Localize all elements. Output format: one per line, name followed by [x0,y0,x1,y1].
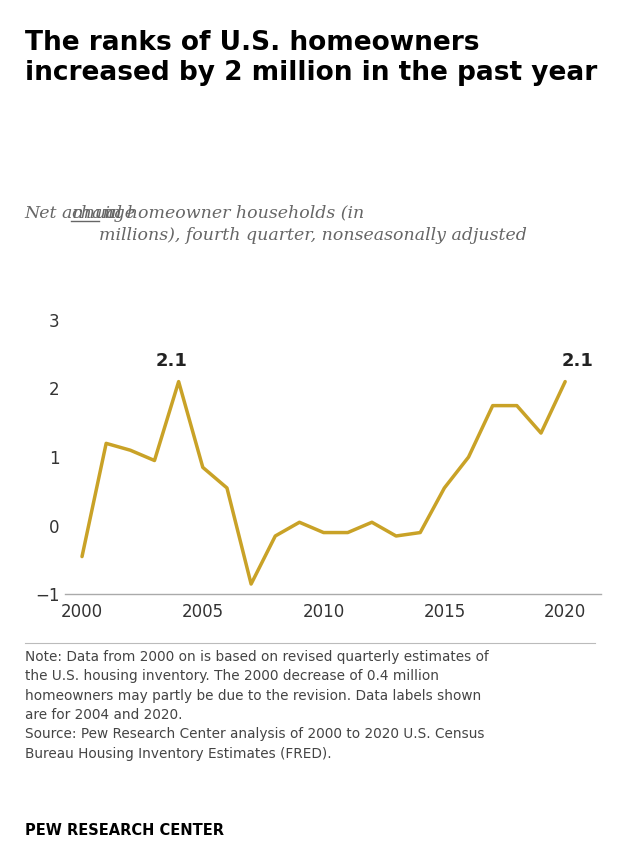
Text: in homeowner households (in
millions), fourth quarter, nonseasonally adjusted: in homeowner households (in millions), f… [99,205,527,244]
Text: The ranks of U.S. homeowners
increased by 2 million in the past year: The ranks of U.S. homeowners increased b… [25,30,597,87]
Text: Note: Data from 2000 on is based on revised quarterly estimates of
the U.S. hous: Note: Data from 2000 on is based on revi… [25,650,489,760]
Text: PEW RESEARCH CENTER: PEW RESEARCH CENTER [25,823,224,838]
Text: 2.1: 2.1 [561,352,593,370]
Text: 2.1: 2.1 [156,352,187,370]
Text: Net annual: Net annual [25,205,128,222]
Text: change: change [71,205,135,222]
